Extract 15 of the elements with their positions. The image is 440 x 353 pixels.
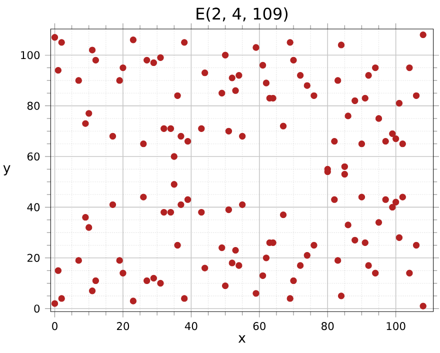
x-tick-label: 40 — [184, 322, 198, 330]
x-axis-title: x — [238, 335, 246, 343]
x-tick-label: 20 — [116, 322, 130, 330]
x-tick-label: 80 — [322, 322, 334, 330]
chart-title: E(2, 4, 109) — [196, 7, 288, 22]
x-tick-label: 0 — [52, 322, 58, 330]
y-tick-label: 20 — [27, 254, 40, 262]
y-tick-label: 0 — [34, 304, 40, 313]
y-tick-label: 100 — [21, 51, 40, 60]
y-tick-label: 40 — [27, 203, 40, 212]
y-tick-label: 80 — [27, 102, 40, 110]
y-axis-title: y — [3, 165, 10, 176]
x-tick-label: 60 — [253, 322, 266, 330]
y-tick-label: 60 — [27, 152, 40, 161]
x-tick-label: 100 — [386, 322, 406, 330]
